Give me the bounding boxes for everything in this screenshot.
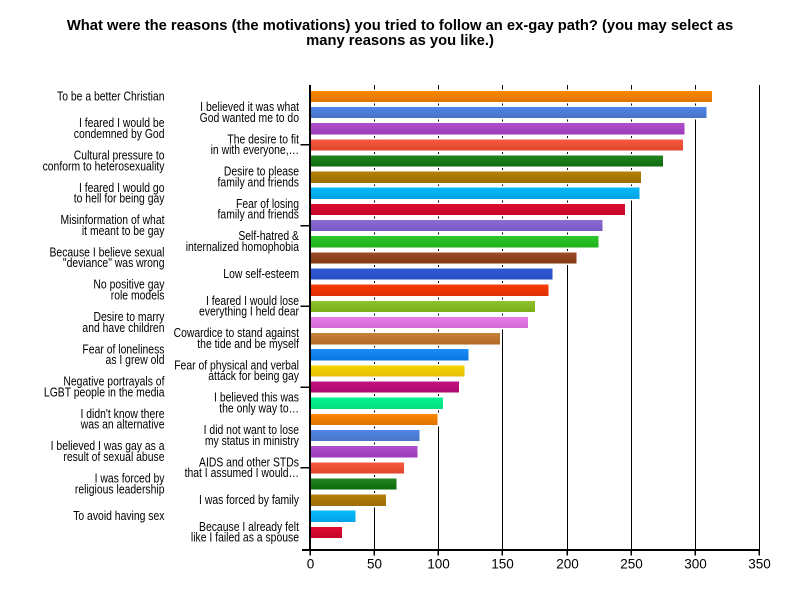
svg-text:result of sexual abuse: result of sexual abuse xyxy=(63,450,165,464)
svg-text:family and friends: family and friends xyxy=(218,208,300,222)
svg-text:religious leadership: religious leadership xyxy=(75,482,165,496)
svg-text:condemned by God: condemned by God xyxy=(74,127,165,141)
svg-text:To be a better Christian: To be a better Christian xyxy=(57,89,164,103)
svg-text:family and friends: family and friends xyxy=(218,175,300,189)
svg-text:200: 200 xyxy=(556,557,579,572)
svg-text:50: 50 xyxy=(367,557,382,572)
svg-text:God wanted me to do: God wanted me to do xyxy=(200,111,300,125)
svg-text:I feared I would lose: I feared I would lose xyxy=(206,294,299,308)
svg-text:I was forced by family: I was forced by family xyxy=(199,493,299,507)
svg-text:100: 100 xyxy=(427,557,450,572)
svg-text:the only way to…: the only way to… xyxy=(219,402,299,416)
svg-text:350: 350 xyxy=(748,557,771,572)
svg-text:I believed I was gay as a: I believed I was gay as a xyxy=(51,439,165,453)
svg-text:Fear of losing: Fear of losing xyxy=(236,197,299,211)
svg-text:I didn't know there: I didn't know there xyxy=(80,407,164,421)
svg-text:internalized homophobia: internalized homophobia xyxy=(186,240,300,254)
svg-text:Because I believe sexual: Because I believe sexual xyxy=(49,245,164,259)
svg-text:Misinformation of what: Misinformation of what xyxy=(61,213,166,227)
svg-text:was an alternative: was an alternative xyxy=(80,418,165,432)
svg-text:that I assumed I would…: that I assumed I would… xyxy=(185,466,299,480)
svg-text:Self-hatred &: Self-hatred & xyxy=(238,229,299,243)
svg-text:Cultural pressure to: Cultural pressure to xyxy=(74,148,165,162)
svg-text:No positive gay: No positive gay xyxy=(93,278,164,292)
svg-text:Cowardice to stand against: Cowardice to stand against xyxy=(174,326,300,340)
svg-text:Desire to please: Desire to please xyxy=(224,165,300,179)
svg-text:conform to heterosexuality: conform to heterosexuality xyxy=(43,159,165,173)
svg-text:To avoid having sex: To avoid having sex xyxy=(73,509,164,523)
svg-text:Fear of physical and verbal: Fear of physical and verbal xyxy=(174,358,299,372)
svg-text:I believed it was what: I believed it was what xyxy=(200,100,299,114)
svg-text:and have children: and have children xyxy=(82,321,164,335)
svg-text:to hell for being gay: to hell for being gay xyxy=(74,192,165,206)
svg-text:everything I held dear: everything I held dear xyxy=(199,305,299,319)
svg-text:I feared I would be: I feared I would be xyxy=(79,116,165,130)
svg-text:I was forced by: I was forced by xyxy=(95,471,165,485)
svg-text:Fear of loneliness: Fear of loneliness xyxy=(82,342,164,356)
svg-text:0: 0 xyxy=(307,557,315,572)
svg-text:like I failed as a spouse: like I failed as a spouse xyxy=(191,531,299,545)
svg-text:my status in ministry: my status in ministry xyxy=(205,434,299,448)
svg-text:Desire to marry: Desire to marry xyxy=(93,310,164,324)
svg-text:I feared I would go: I feared I would go xyxy=(79,181,165,195)
svg-text:the tide and be myself: the tide and be myself xyxy=(197,337,299,351)
svg-text:The desire to fit: The desire to fit xyxy=(227,132,299,146)
svg-text:as I grew old: as I grew old xyxy=(106,353,165,367)
svg-text:250: 250 xyxy=(620,557,643,572)
svg-text:"deviance" was wrong: "deviance" was wrong xyxy=(63,256,165,270)
svg-text:attack for being gay: attack for being gay xyxy=(208,369,299,383)
svg-text:150: 150 xyxy=(491,557,514,572)
svg-text:I believed this was: I believed this was xyxy=(214,391,299,405)
svg-text:Low self-esteem: Low self-esteem xyxy=(223,267,299,281)
svg-text:Because I already felt: Because I already felt xyxy=(199,520,300,534)
svg-text:AIDS and other STDs: AIDS and other STDs xyxy=(199,455,299,469)
svg-text:role models: role models xyxy=(111,288,165,302)
svg-text:in with everyone,…: in with everyone,… xyxy=(211,143,299,157)
svg-text:it meant to be gay: it meant to be gay xyxy=(82,224,165,238)
svg-text:LGBT people in the media: LGBT people in the media xyxy=(44,385,165,399)
svg-text:300: 300 xyxy=(684,557,707,572)
svg-text:I did not want to lose: I did not want to lose xyxy=(204,423,300,437)
svg-text:Negative portrayals of: Negative portrayals of xyxy=(63,375,165,389)
